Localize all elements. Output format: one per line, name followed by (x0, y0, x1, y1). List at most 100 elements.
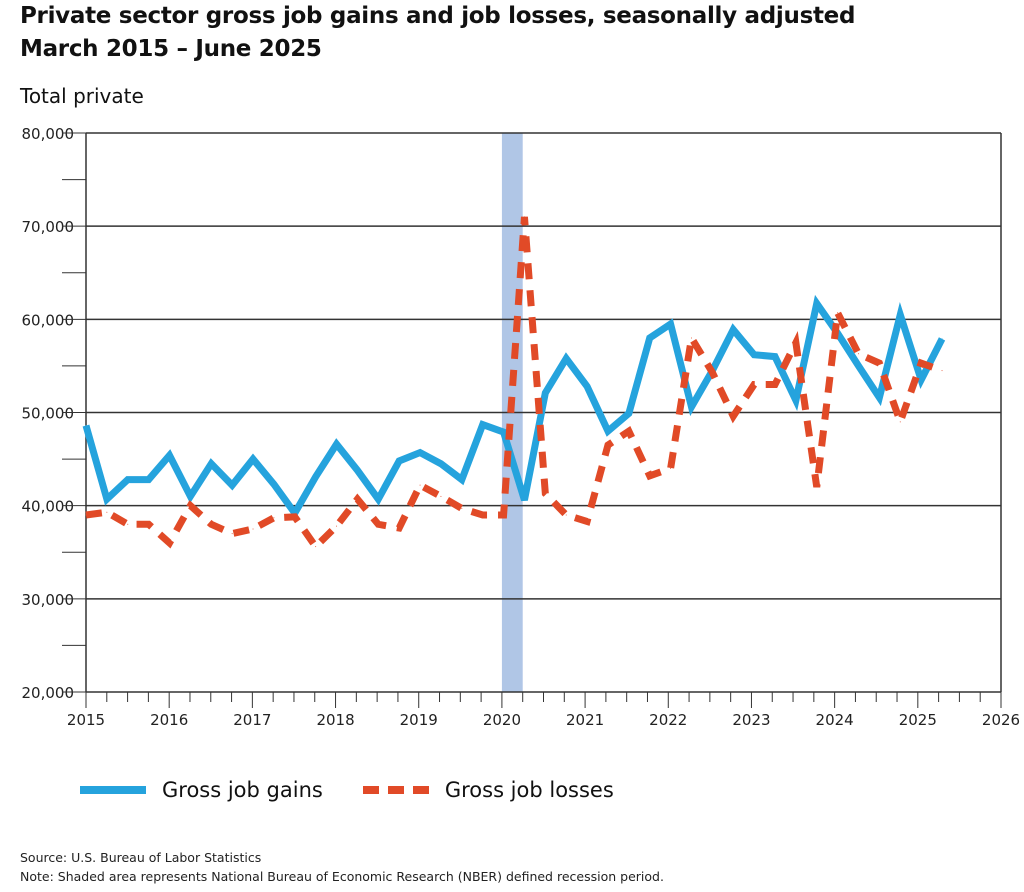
losses-point (356, 498, 358, 500)
gains-point (565, 357, 567, 359)
losses-point (419, 484, 421, 486)
gains-point (899, 314, 901, 316)
gains-point (941, 338, 943, 340)
gains-point (816, 302, 818, 304)
gains-point (607, 430, 609, 432)
gains-line (82, 294, 946, 520)
x-tick-label: 2020 (483, 711, 521, 729)
x-tick-label: 2021 (566, 711, 604, 729)
legend-swatch-gains (80, 786, 146, 794)
x-tick-label: 2015 (67, 711, 105, 729)
losses-point (753, 384, 755, 386)
x-tick-label: 2022 (649, 711, 687, 729)
losses-point (252, 528, 254, 530)
gains-point (148, 479, 150, 481)
gains-point (690, 406, 692, 408)
panel-label: Total private (20, 84, 144, 108)
losses-point (774, 384, 776, 386)
y-tick-label: 60,000 (22, 311, 75, 329)
losses-point (189, 505, 191, 507)
losses-point (377, 523, 379, 525)
losses-point (628, 430, 630, 432)
losses-point (858, 353, 860, 355)
legend-label-gains: Gross job gains (162, 778, 323, 802)
gains-point (169, 454, 171, 456)
gains-point (544, 392, 546, 394)
losses-point (544, 493, 546, 495)
gains-point (523, 499, 525, 501)
losses-point (106, 511, 108, 513)
gains-point (106, 498, 108, 500)
legend-swatch-losses (362, 786, 429, 794)
losses-point (169, 542, 171, 544)
losses-point (586, 521, 588, 523)
gains-point (85, 425, 87, 427)
chart-title-main: Private sector gross job gains and job l… (20, 3, 856, 29)
losses-point (231, 533, 233, 535)
gains-point (252, 458, 254, 460)
gains-point (482, 424, 484, 426)
legend-label-losses: Gross job losses (444, 778, 614, 802)
gains-point (795, 399, 797, 401)
x-tick-label: 2023 (732, 711, 770, 729)
losses-point (440, 495, 442, 497)
chart-title: Private sector gross job gains and job l… (20, 0, 855, 66)
losses-point (336, 525, 338, 527)
losses-point (273, 517, 275, 519)
losses-point (649, 475, 651, 477)
chart-subtitle: March 2015 – June 2025 (20, 36, 322, 62)
losses-point (607, 444, 609, 446)
losses-point (711, 371, 713, 373)
gains-point (732, 329, 734, 331)
gains-point (878, 397, 880, 399)
losses-point (899, 421, 901, 423)
gains-point (753, 354, 755, 356)
x-tick-label: 2019 (400, 711, 438, 729)
gains-point (774, 356, 776, 358)
x-tick-label: 2016 (150, 711, 188, 729)
y-tick-label: 20,000 (22, 684, 75, 702)
losses-point (878, 362, 880, 364)
x-tick-label: 2026 (982, 711, 1020, 729)
gains-point (440, 463, 442, 465)
gains-point (315, 476, 317, 478)
y-tick-label: 40,000 (22, 498, 75, 516)
chart-notes: Source: U.S. Bureau of Labor Statistics … (20, 848, 664, 886)
gains-point (273, 483, 275, 485)
y-tick-label: 70,000 (22, 218, 75, 236)
gains-point (127, 479, 129, 481)
gains-point (377, 498, 379, 500)
losses-point (837, 312, 839, 314)
gains-point (920, 379, 922, 381)
losses-point (294, 516, 296, 518)
x-tick-label: 2017 (233, 711, 271, 729)
losses-point (920, 362, 922, 364)
losses-point (85, 514, 87, 516)
losses-point (816, 486, 818, 488)
gains-point (628, 412, 630, 414)
gains-point (461, 479, 463, 481)
losses-point (670, 467, 672, 469)
y-tick-label: 30,000 (22, 591, 75, 609)
x-tick-label: 2018 (316, 711, 354, 729)
y-tick-label: 80,000 (22, 125, 75, 143)
source-note: Source: U.S. Bureau of Labor Statistics (20, 850, 262, 865)
losses-point (148, 523, 150, 525)
legend-item-gains: Gross job gains (80, 778, 323, 802)
legend: Gross job gains Gross job losses (80, 778, 654, 802)
losses-point (503, 514, 505, 516)
gains-point (398, 460, 400, 462)
gains-point (336, 443, 338, 445)
losses-point (941, 370, 943, 372)
losses-point (127, 523, 129, 525)
gains-point (858, 365, 860, 367)
losses-point (315, 546, 317, 548)
gains-point (649, 337, 651, 339)
losses-point (398, 527, 400, 529)
gains-point (419, 452, 421, 454)
gains-point (189, 495, 191, 497)
losses-point (565, 514, 567, 516)
losses-point (795, 342, 797, 344)
losses-point (690, 337, 692, 339)
